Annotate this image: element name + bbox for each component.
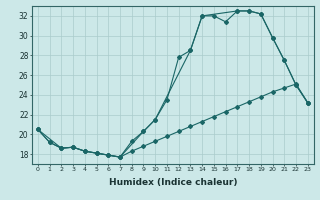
X-axis label: Humidex (Indice chaleur): Humidex (Indice chaleur) [108,178,237,187]
